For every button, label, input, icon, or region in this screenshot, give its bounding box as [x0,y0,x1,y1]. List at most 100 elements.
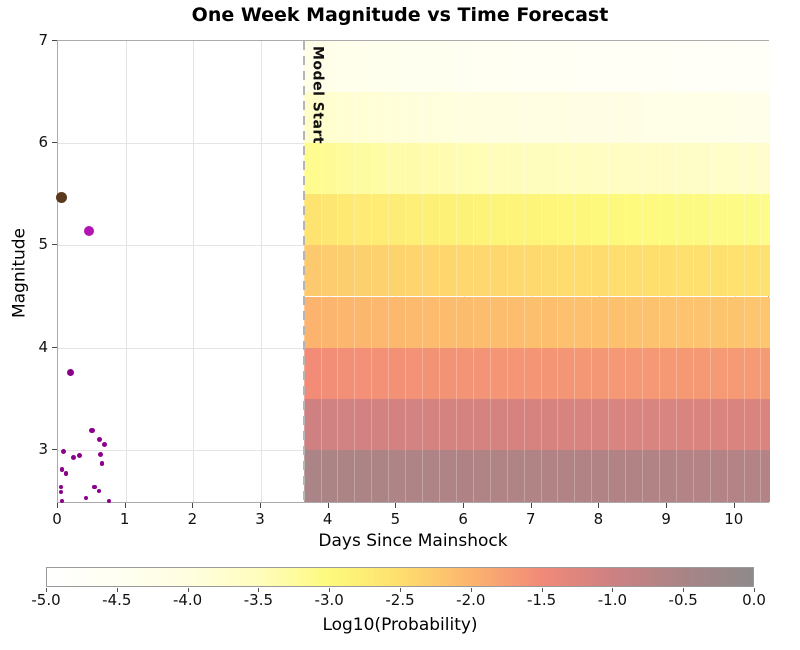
heatmap-cell [726,449,746,502]
heatmap-cell [320,449,340,502]
x-tick-label: 0 [52,510,62,528]
heatmap-cell [422,143,441,195]
heatmap-cell [540,347,560,399]
heatmap-cell [642,347,661,399]
heatmap-cell [405,41,424,93]
x-tick-label: 1 [119,510,130,528]
colorbar-tickmark [329,588,331,592]
aftershock-point [92,484,97,489]
heatmap-cell [591,347,610,399]
heatmap-cell [422,398,441,450]
x-tick-label: 3 [255,510,265,528]
heatmap-cell [303,245,323,297]
heatmap-cell [642,245,661,297]
heatmap-cell [422,449,441,502]
heatmap-cell [303,143,323,195]
colorbar-tick-label: -5.0 [31,591,61,609]
heatmap-cell [506,41,526,93]
heatmap-cell [540,245,560,297]
heatmap-cell [591,296,610,348]
colorbar-label: Log10(Probability) [322,615,478,635]
heatmap-cell [743,92,763,144]
heatmap-cell [692,398,712,450]
heatmap-cell [692,143,712,195]
x-tick-label: 6 [458,510,468,528]
heatmap-cell [320,194,340,246]
heatmap-cell [658,449,678,502]
heatmap-cell [455,143,475,195]
colorbar-tick-label: -1.5 [526,591,557,609]
heatmap-cell [760,347,770,399]
heatmap-cell [709,398,729,450]
heatmap-cell [726,143,746,195]
heatmap-cell [726,398,746,450]
heatmap-cell [743,296,763,348]
heatmap-cell [439,398,458,450]
heatmap-cell [658,194,678,246]
x-tickmark [666,503,668,508]
heatmap-cell [354,296,373,348]
model-start-line [302,41,305,502]
heatmap-cell [439,296,458,348]
heatmap-cell [489,398,509,450]
heatmap-cell [692,449,712,502]
x-tickmark [192,503,194,508]
heatmap-cell [455,347,475,399]
colorbar-tick-label: -1.0 [597,591,628,609]
heatmap-cell [320,41,340,93]
heatmap-cell [574,347,593,399]
heatmap-cell [320,143,340,195]
aftershock-point [59,466,65,472]
heatmap-cell [658,347,678,399]
heatmap-cell [303,398,323,450]
heatmap-cell [337,143,356,195]
aftershock-point [89,427,95,434]
heatmap-cell [726,296,746,348]
heatmap-cell [320,398,340,450]
heatmap-cell [692,92,712,144]
colorbar [46,567,754,587]
aftershock-point [77,453,83,459]
heatmap-cell [540,296,560,348]
heatmap-cell [337,449,356,502]
forecast-heatmap [303,41,770,502]
x-tickmark [598,503,600,508]
aftershock-point [83,495,88,500]
heatmap-cell [675,347,695,399]
x-tick-label: 5 [390,510,401,528]
heatmap-cell [760,143,770,195]
heatmap-cell [405,398,424,450]
y-tick-label: 5 [38,235,48,254]
heatmap-cell [675,449,695,502]
heatmap-cell [709,296,729,348]
heatmap-cell [642,449,661,502]
heatmap-cell [303,194,323,246]
y-tick-label: 4 [38,337,48,356]
heatmap-cell [523,143,543,195]
aftershock-point [59,489,64,494]
heatmap-cell [557,347,576,399]
heatmap-cell [455,449,475,502]
heatmap-cell [472,347,492,399]
heatmap-cell [523,41,543,93]
heatmap-cell [337,296,356,348]
colorbar-tickmark [116,588,118,592]
heatmap-cell [743,398,763,450]
heatmap-cell [540,449,560,502]
heatmap-cell [303,296,323,348]
x-tickmark [124,503,126,508]
heatmap-cell [320,296,340,348]
heatmap-cell [523,92,543,144]
heatmap-cell [472,92,492,144]
heatmap-cell [489,245,509,297]
heatmap-cell [455,92,475,144]
heatmap-cell [658,41,678,93]
chart-title: One Week Magnitude vs Time Forecast [191,4,609,26]
aftershock-point [96,488,101,493]
heatmap-cell [337,347,356,399]
heatmap-cell [540,41,560,93]
heatmap-cell [642,92,661,144]
mainshock-point [55,191,67,203]
heatmap-cell [422,296,441,348]
y-tick-label: 7 [38,31,48,49]
